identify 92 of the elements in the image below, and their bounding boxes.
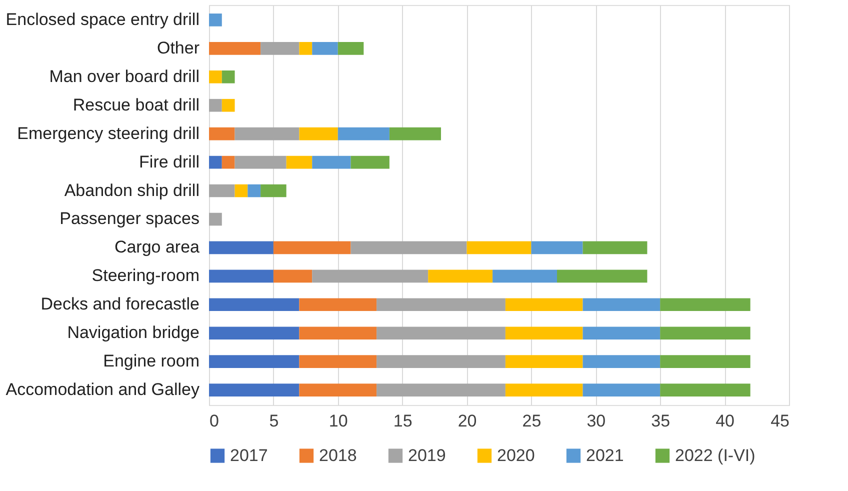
bar [582,241,648,254]
bar [209,156,222,169]
bar [505,298,583,312]
bar [531,241,583,254]
bar [299,42,312,55]
bar [299,355,377,368]
x-tick-label: 10 [328,412,348,430]
bar [222,70,235,84]
bar [222,98,235,112]
bar [582,355,660,368]
bar [505,355,583,368]
bar [376,355,506,368]
bar [209,184,235,198]
bar [312,42,338,55]
bar [273,241,351,254]
bar [299,298,377,312]
bar [209,14,222,26]
bar [660,298,750,312]
legend-label: 2017 [230,446,268,465]
bar [209,270,274,283]
y-tick-label: Enclosed space entry drill [6,10,200,29]
x-tick-label: 20 [458,412,477,430]
bar [582,326,660,340]
bar [209,384,300,396]
bar [376,384,506,396]
y-tick-label: Steering-room [92,266,200,286]
bar [350,241,467,254]
bar [209,98,222,112]
bar [338,127,390,140]
bar [582,384,660,396]
bar [466,241,532,254]
bar [376,326,506,340]
y-tick-label: Engine room [103,352,200,371]
x-tick-label: 45 [770,412,790,430]
bar [273,270,312,283]
y-tick-label: Navigation bridge [67,323,200,342]
legend-label: 2020 [497,446,535,465]
y-tick-label: Fire drill [139,152,200,172]
x-tick-label: 35 [651,412,670,430]
bar [312,270,428,283]
bar [209,241,274,254]
y-tick-label: Abandon ship drill [64,180,200,200]
y-tick-label: Rescue boat drill [72,95,200,114]
bar [209,298,300,312]
x-tick-label: 15 [393,412,412,430]
legend-label: 2022 (I-VI) [675,446,756,465]
bar [492,270,557,283]
x-tick-label: 5 [269,412,279,430]
bar [260,42,300,55]
bar [312,156,351,169]
bar [209,127,235,140]
bar [299,326,377,340]
bar [557,270,648,283]
bar [234,184,248,198]
x-tick-label: 0 [210,412,219,430]
y-tick-label: Accomodation and Galley [6,380,200,400]
bar [428,270,493,283]
bar [209,42,261,55]
bar [209,355,300,368]
x-tick-label: 25 [522,412,542,430]
bar [376,298,506,312]
bar [660,326,750,340]
bar [582,298,660,312]
y-tick-label: Passenger spaces [60,209,200,228]
bar [234,127,300,140]
bar [209,70,222,84]
bar [299,384,377,396]
bar [389,127,441,140]
bar [299,127,338,140]
bar [350,156,390,169]
y-tick-label: Decks and forecastle [40,294,200,314]
bar [234,156,286,169]
bar [660,384,750,396]
legend-label: 2019 [408,446,446,465]
bar [505,326,583,340]
legend-label: 2021 [586,446,624,465]
bar [209,212,222,226]
y-tick-label: Other [156,38,200,58]
legend-label: 2018 [319,446,357,465]
x-tick-label: 40 [716,412,735,430]
bar [286,156,312,169]
bar [248,184,261,198]
bar [260,184,286,198]
bar [338,42,364,55]
x-tick-label: 30 [586,412,606,430]
bar [505,384,583,396]
bar [222,156,235,169]
y-tick-label: Emergency steering drill [17,124,200,143]
y-tick-label: Cargo area [114,238,200,257]
bar [209,326,300,340]
bar [660,355,750,368]
y-tick-label: Man over board drill [49,66,200,86]
